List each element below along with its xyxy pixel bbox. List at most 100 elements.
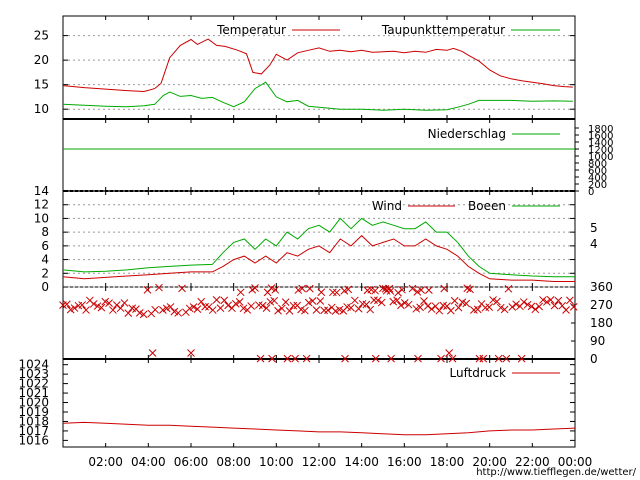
wind-direction-mark (308, 297, 317, 305)
wind-direction-mark (500, 305, 509, 314)
right-tick-label: 1000 (588, 152, 613, 163)
wind-direction-mark (347, 303, 355, 312)
y-tick-label: 0 (41, 280, 49, 294)
wind-direction-mark (239, 304, 248, 313)
right-tick-label: 0 (588, 187, 594, 198)
wind-direction-mark (414, 354, 422, 363)
wind-direction-mark (289, 301, 298, 310)
wind-direction-mark (312, 306, 321, 314)
x-tick-label: 02:00 (88, 455, 123, 469)
wind-direction-mark (212, 296, 221, 304)
wind-direction-mark (569, 303, 578, 311)
x-tick-label: 20:00 (472, 455, 507, 469)
right-tick-label: 180 (590, 316, 613, 330)
y-tick-label: 20 (34, 53, 49, 67)
wind-direction-mark (70, 304, 79, 312)
y-tick-label: 1022 (18, 377, 49, 391)
series-line-Taupunkttemperatur (62, 81, 573, 111)
wind-direction-mark (66, 305, 75, 314)
wind-direction-mark (224, 301, 232, 310)
series-line-Boeen (62, 217, 575, 278)
wind-direction-mark (542, 298, 551, 306)
right-tick-label: 400 (588, 173, 607, 184)
y-tick-label: 1017 (18, 424, 49, 438)
wind-direction-mark (371, 354, 380, 363)
right-tick-label: 800 (588, 159, 607, 170)
wind-direction-mark (344, 285, 353, 294)
y-tick-label: 1024 (18, 358, 49, 372)
wind-direction-mark (197, 297, 206, 306)
wind-direction-mark (475, 354, 484, 363)
wind-direction-mark (374, 296, 382, 305)
wind-direction-mark (143, 286, 152, 294)
wind-direction-mark (479, 354, 488, 363)
wind-direction-mark (519, 298, 528, 306)
tick-labels: 02:00 04:00 06:00 08:00 10:00 12:00 14:00 16:00… (18, 29, 613, 469)
wind-direction-mark (270, 296, 279, 305)
wind-direction-mark (416, 303, 424, 312)
legend-label: Temperatur (216, 23, 286, 37)
wind-direction-mark (512, 300, 520, 309)
wind-direction-mark (473, 305, 482, 314)
wind-direction-mark (562, 306, 570, 314)
legend-label: Taupunkttemperatur (381, 23, 505, 37)
x-tick-label: 22:00 (515, 455, 550, 469)
wind-direction-mark (89, 300, 98, 308)
y-tick-label: 1021 (18, 386, 49, 400)
wind-direction-mark (139, 310, 148, 319)
wind-direction-mark (151, 305, 160, 314)
wind-direction-mark (387, 354, 395, 363)
wind-direction-mark (493, 297, 501, 306)
wind-direction-mark (305, 284, 314, 293)
wind-direction-mark (174, 309, 183, 317)
wind-direction-mark (489, 296, 497, 304)
wind-direction-mark (236, 288, 245, 297)
y-tick-label: 25 (34, 29, 49, 43)
y-tick-label: 8 (41, 225, 49, 239)
credit-link[interactable]: http://www.tiefflegen.de/wetter/ (476, 467, 636, 478)
wind-direction-mark (508, 303, 517, 311)
wind-direction-mark (466, 285, 474, 294)
wind-direction-mark (386, 287, 395, 295)
wind-direction-mark (440, 284, 449, 293)
wind-direction-mark (285, 307, 294, 315)
y-tick-label: 1023 (18, 367, 49, 381)
wind-direction-mark (148, 349, 157, 357)
wind-direction-mark (435, 306, 444, 315)
y-tick-label: 14 (34, 184, 49, 198)
panel-frames (62, 15, 576, 448)
y-tick-label: 10 (34, 211, 49, 225)
series-line-Luftdruck (62, 421, 576, 436)
y-tick-label: 1020 (18, 396, 49, 410)
wind-direction-mark (350, 296, 359, 305)
wind-direction-mark (320, 306, 328, 315)
wind-direction-mark (187, 349, 195, 357)
right-tick-label: 90 (590, 334, 605, 348)
series-line-Wind (62, 234, 575, 282)
wind-direction-mark (397, 301, 405, 310)
y-tick-label: 1016 (18, 433, 49, 447)
right-tick-label: 200 (588, 180, 607, 191)
x-tick-label: 10:00 (259, 455, 294, 469)
wind-direction-mark (268, 354, 276, 363)
right-tick-label: 600 (588, 166, 607, 177)
wind-direction-mark (423, 302, 432, 310)
wind-direction-mark (413, 287, 422, 296)
wind-direction-mark (366, 305, 375, 314)
wind-direction-mark (158, 306, 167, 314)
wind-direction-mark (258, 301, 267, 310)
wind-direction-mark (398, 285, 406, 294)
series-lines (62, 38, 576, 436)
x-tick-label: 08:00 (216, 455, 251, 469)
wind-direction-mark (517, 354, 526, 363)
wind-direction-mark (231, 299, 240, 308)
wind-direction-mark (316, 297, 325, 305)
wind-direction-mark (450, 296, 459, 305)
x-tick-label: 16:00 (387, 455, 422, 469)
y-tick-label: 10 (34, 102, 49, 116)
wind-direction-mark (362, 300, 371, 309)
right-tick-label: 1800 (588, 124, 613, 135)
wind-direction-mark (370, 296, 378, 304)
wind-direction-mark (329, 288, 337, 297)
wind-direction-mark (251, 284, 259, 292)
